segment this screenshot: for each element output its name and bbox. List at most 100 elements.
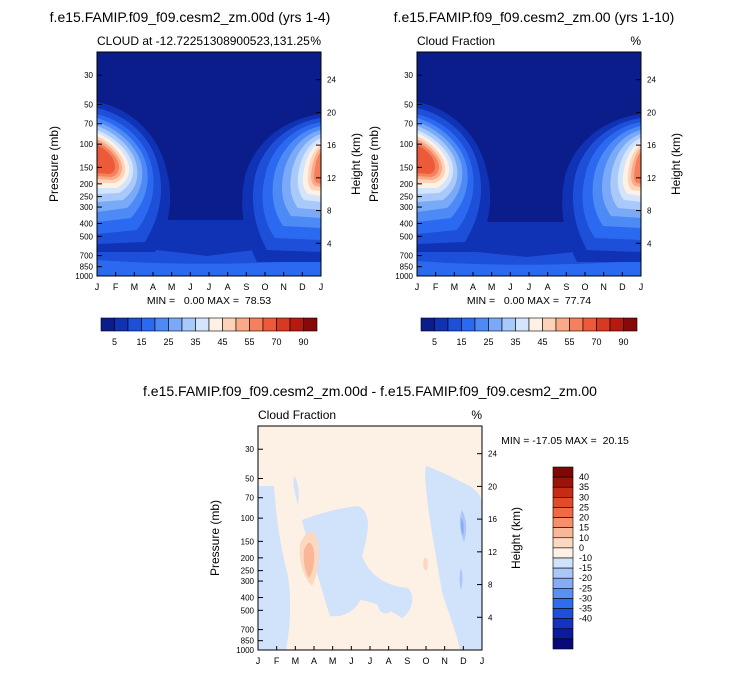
p3-pos-region-oct — [423, 557, 428, 571]
y-tick-label: 70 — [84, 120, 93, 129]
y-tick-right-label: 20 — [647, 108, 656, 117]
y-tick-label: 150 — [400, 163, 414, 172]
panel-1-ylabel: Pressure (mb) — [47, 126, 61, 202]
colorbar-label: 5 — [112, 337, 117, 347]
y-tick-label: 700 — [80, 252, 94, 261]
y-tick-right-label: 8 — [327, 207, 332, 216]
colorbar-box — [114, 317, 129, 332]
colorbar-box — [141, 317, 156, 332]
colorbar-box — [168, 317, 183, 332]
y-tick-right-label: 12 — [488, 548, 497, 557]
colorbar-box — [515, 317, 530, 332]
y-tick-label: 850 — [80, 263, 94, 272]
colorbar-label: 70 — [271, 337, 281, 347]
colorbar-box — [488, 317, 503, 332]
x-tick-label: N — [600, 282, 607, 292]
x-tick-label: J — [508, 282, 513, 292]
colorbar-label: 0 — [579, 543, 584, 553]
p3-neg-strong-right-2 — [459, 568, 463, 590]
colorbar-label: 90 — [298, 337, 308, 347]
colorbar-label: 40 — [579, 472, 589, 482]
y-tick-label: 70 — [404, 120, 413, 129]
panel-2-subtitle-right: % — [630, 34, 641, 48]
x-tick-label: F — [433, 282, 439, 292]
colorbar-box — [276, 317, 291, 332]
panel-2-stats: MIN = 0.00 MAX = 77.74 — [467, 295, 591, 307]
y-tick-label: 30 — [404, 71, 413, 80]
colorbar-box — [552, 638, 574, 650]
y-tick-label: 400 — [241, 594, 255, 603]
colorbar-box — [420, 317, 435, 332]
colorbar-box — [552, 567, 574, 579]
colorbar-label: 45 — [217, 337, 227, 347]
colorbar-box — [552, 507, 574, 518]
panel-2-colorbar: 5 15 25 35 45 55 70 90 — [420, 317, 638, 347]
y-tick-label: 250 — [80, 193, 94, 202]
x-tick-label: M — [168, 282, 176, 292]
x-tick-label: O — [261, 282, 268, 292]
y-tick-label: 250 — [400, 193, 414, 202]
colorbar-box — [181, 317, 196, 332]
y-tick-label: 500 — [80, 232, 94, 241]
x-tick-label: A — [386, 656, 392, 666]
panel-1: f.e15.FAMIP.f09_f09.cesm2_zm.00d (yrs 1-… — [47, 9, 363, 347]
colorbar-box — [195, 317, 210, 332]
colorbar-box — [303, 317, 318, 332]
colorbar-label: -40 — [579, 614, 592, 624]
x-tick-label: S — [563, 282, 569, 292]
y-tick-label: 50 — [245, 474, 254, 483]
y-tick-label: 50 — [404, 100, 413, 109]
panel-3-plot — [258, 426, 482, 650]
colorbar-box — [447, 317, 462, 332]
colorbar-box — [552, 618, 574, 630]
x-tick-label: S — [243, 282, 249, 292]
x-tick-label: N — [280, 282, 287, 292]
colorbar-label: 25 — [163, 337, 173, 347]
panel-2-plot — [417, 52, 641, 276]
p3-neg-region-right — [425, 466, 482, 650]
colorbar-box — [552, 466, 574, 478]
colorbar-box — [552, 497, 574, 508]
colorbar-box — [569, 317, 584, 332]
y-tick-label: 300 — [400, 203, 414, 212]
x-tick-label: D — [619, 282, 626, 292]
colorbar-label: -30 — [579, 593, 592, 603]
colorbar-label: 5 — [432, 337, 437, 347]
x-tick-label: J — [95, 282, 100, 292]
colorbar-label: 10 — [579, 533, 589, 543]
colorbar-box — [552, 598, 574, 609]
colorbar-box — [474, 317, 489, 332]
panel-1-colorbar: 5 15 25 35 45 55 70 90 — [100, 317, 318, 347]
y-tick-label: 50 — [84, 100, 93, 109]
panel-1-ylabel-right: Height (km) — [349, 133, 363, 195]
colorbar-box — [552, 527, 574, 539]
colorbar-label: -15 — [579, 563, 592, 573]
x-tick-label: M — [131, 282, 139, 292]
colorbar-box — [528, 317, 543, 332]
panel-1-stats: MIN = 0.00 MAX = 78.53 — [147, 295, 271, 307]
panel-3-ylabel-right: Height (km) — [509, 507, 523, 569]
y-tick-right-label: 20 — [327, 108, 336, 117]
y-tick-right-label: 12 — [327, 174, 336, 183]
panel-1-title: f.e15.FAMIP.f09_f09.cesm2_zm.00d (yrs 1-… — [50, 9, 331, 25]
y-tick-label: 200 — [80, 180, 94, 189]
y-tick-right-label: 16 — [327, 141, 336, 150]
colorbar-label: 55 — [244, 337, 254, 347]
colorbar-box — [552, 577, 574, 589]
p3-neg-strong-right-inner — [460, 518, 464, 536]
x-tick-label: M — [292, 656, 300, 666]
colorbar-label: -25 — [579, 583, 592, 593]
colorbar-box — [552, 517, 574, 528]
x-tick-label: J — [639, 282, 644, 292]
panel-3-ylabel: Pressure (mb) — [208, 500, 222, 576]
x-tick-label: J — [319, 282, 324, 292]
y-tick-right-label: 4 — [327, 239, 332, 248]
x-tick-label: A — [150, 282, 156, 292]
p2-right-blob-11 — [634, 152, 641, 184]
colorbar-box — [154, 317, 169, 332]
colorbar-box — [552, 628, 574, 640]
y-tick-right-label: 16 — [647, 141, 656, 150]
colorbar-box — [461, 317, 476, 332]
y-tick-right-label: 24 — [647, 76, 656, 85]
